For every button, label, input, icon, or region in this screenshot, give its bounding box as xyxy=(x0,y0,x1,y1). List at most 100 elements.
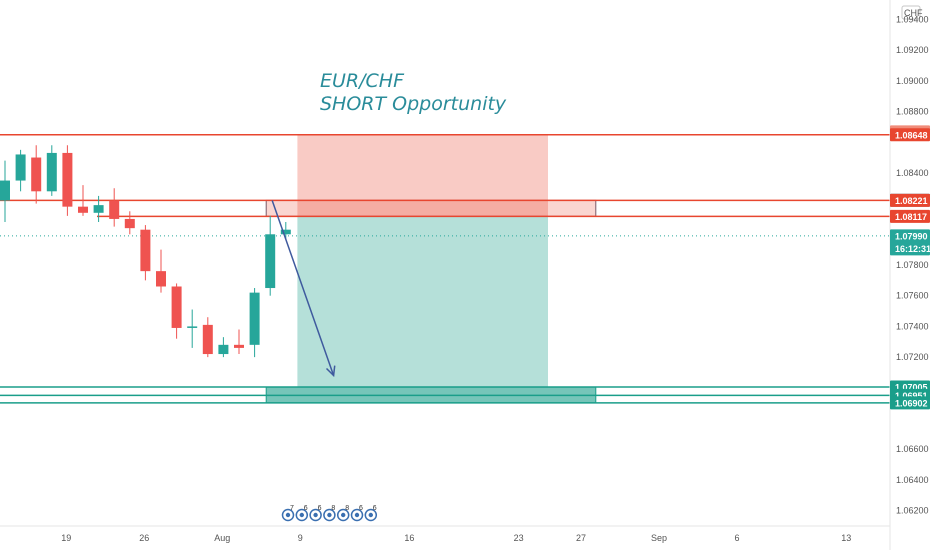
price-badge-1.08221: 1.08221 xyxy=(895,196,928,206)
event-marker-2[interactable]: 6 xyxy=(309,505,322,522)
candle-body xyxy=(31,157,42,192)
y-tick-label: 1.07800 xyxy=(896,260,929,270)
candle-3[interactable] xyxy=(46,145,57,196)
y-tick-label: 1.09000 xyxy=(896,76,929,86)
event-icon-count: 6 xyxy=(359,505,363,512)
price-badge-1.08221-box xyxy=(890,193,930,207)
event-icon-dot xyxy=(299,512,304,518)
event-icon-count: 6 xyxy=(318,505,322,512)
x-tick-label: Sep xyxy=(651,533,667,543)
y-tick-label: 1.06200 xyxy=(896,506,929,516)
y-tick-label: 1.09200 xyxy=(896,45,929,55)
price-badge-1.06951: 1.06951 xyxy=(895,391,928,401)
candle-14[interactable] xyxy=(218,337,229,358)
x-tick-label: Aug xyxy=(214,533,230,543)
y-tick-label: 1.08400 xyxy=(896,168,929,178)
chart-title-line-1: EUR/CHF xyxy=(320,70,405,92)
x-tick-label: 16 xyxy=(404,533,414,543)
candle-body xyxy=(171,286,182,328)
candle-17[interactable] xyxy=(265,215,276,296)
event-marker-4[interactable]: 8 xyxy=(336,505,350,522)
event-icon-dot xyxy=(341,512,346,518)
chart-title-line-2: SHORT Opportunity xyxy=(320,93,507,115)
candle-15[interactable] xyxy=(234,329,244,355)
x-tick-label: 19 xyxy=(61,533,71,543)
event-icon-count: 8 xyxy=(345,505,349,512)
event-icon-dot xyxy=(368,512,373,518)
candle-body xyxy=(202,324,213,355)
candle-18[interactable] xyxy=(280,222,291,239)
event-marker-0[interactable]: 7 xyxy=(281,505,295,522)
event-marker-3[interactable]: 8 xyxy=(323,505,336,522)
candle-11[interactable] xyxy=(171,283,182,339)
event-icon-dot xyxy=(354,512,360,518)
candle-body xyxy=(46,152,57,192)
price-badge-1.08117: 1.08117 xyxy=(895,212,927,222)
candle-2[interactable] xyxy=(31,145,42,204)
x-tick-label: 13 xyxy=(841,533,851,543)
x-tick-label: 27 xyxy=(576,533,586,543)
candle-body xyxy=(187,326,198,328)
candle-9[interactable] xyxy=(140,225,151,281)
event-icon-dot xyxy=(327,512,332,518)
x-tick-label: 6 xyxy=(734,533,739,543)
y-tick-label: 1.07600 xyxy=(896,291,929,301)
candle-body xyxy=(249,292,260,345)
event-icon-dot xyxy=(285,512,291,518)
candle-5[interactable] xyxy=(78,185,88,216)
event-icon-count: 8 xyxy=(331,505,335,512)
candle-body xyxy=(62,152,73,207)
candle-body xyxy=(156,271,166,287)
price-axis-panel[interactable] xyxy=(890,0,932,550)
candle-13[interactable] xyxy=(202,317,213,358)
y-tick-label: 1.09400 xyxy=(896,14,929,24)
event-icon-count: 6 xyxy=(304,505,308,512)
position-target-zone[interactable] xyxy=(297,216,548,388)
candle-body xyxy=(124,218,135,229)
countdown-timer: 16:12:31 xyxy=(895,244,931,254)
candle-body xyxy=(109,200,120,219)
x-tick-label: 23 xyxy=(514,533,524,543)
event-icon-dot xyxy=(313,512,318,518)
candle-body xyxy=(93,205,104,213)
y-tick-label: 1.06400 xyxy=(896,475,929,485)
event-marker-1[interactable]: 6 xyxy=(295,505,309,522)
x-tick-label: 9 xyxy=(298,533,303,543)
price-badge-1.07005: 1.07005 xyxy=(895,383,928,393)
y-tick-label: 1.06600 xyxy=(896,444,929,454)
candle-1[interactable] xyxy=(15,149,26,192)
position-stop-zone[interactable] xyxy=(297,134,548,217)
candle-6[interactable] xyxy=(93,195,104,223)
candle-body xyxy=(265,234,276,289)
candle-4[interactable] xyxy=(62,145,73,216)
candle-body xyxy=(78,206,88,213)
price-badge-1.08117-box xyxy=(890,209,930,223)
candle-0[interactable] xyxy=(0,160,10,223)
last-price-badge: 1.07990 xyxy=(895,231,928,241)
candle-body xyxy=(0,180,10,201)
event-marker-6[interactable]: 6 xyxy=(364,505,378,522)
candle-body xyxy=(280,229,291,235)
price-badge-1.06902-box xyxy=(890,396,930,410)
candle-16[interactable] xyxy=(249,288,260,358)
trend-arrow-head xyxy=(325,365,336,378)
price-badge-1.08648: 1.08648 xyxy=(895,130,928,140)
event-marker-5[interactable]: 6 xyxy=(350,505,364,522)
y-tick-label: 1.07200 xyxy=(896,352,929,362)
candle-12[interactable] xyxy=(187,309,198,348)
last-price-badge-box xyxy=(890,229,930,256)
x-tick-label: 26 xyxy=(139,533,149,543)
candle-7[interactable] xyxy=(109,188,120,227)
candle-body xyxy=(234,344,244,348)
currency-badge-box xyxy=(901,5,921,20)
candle-10[interactable] xyxy=(156,249,166,293)
supply-zone[interactable] xyxy=(265,199,597,217)
candle-body xyxy=(140,229,151,272)
event-icon-count: 6 xyxy=(373,505,377,512)
price-badge-1.06902: 1.06902 xyxy=(895,398,928,408)
candle-8[interactable] xyxy=(124,211,135,235)
y-tick-label: 1.08800 xyxy=(896,106,929,116)
trend-arrow-shaft[interactable] xyxy=(271,200,335,376)
candle-body xyxy=(15,154,26,181)
